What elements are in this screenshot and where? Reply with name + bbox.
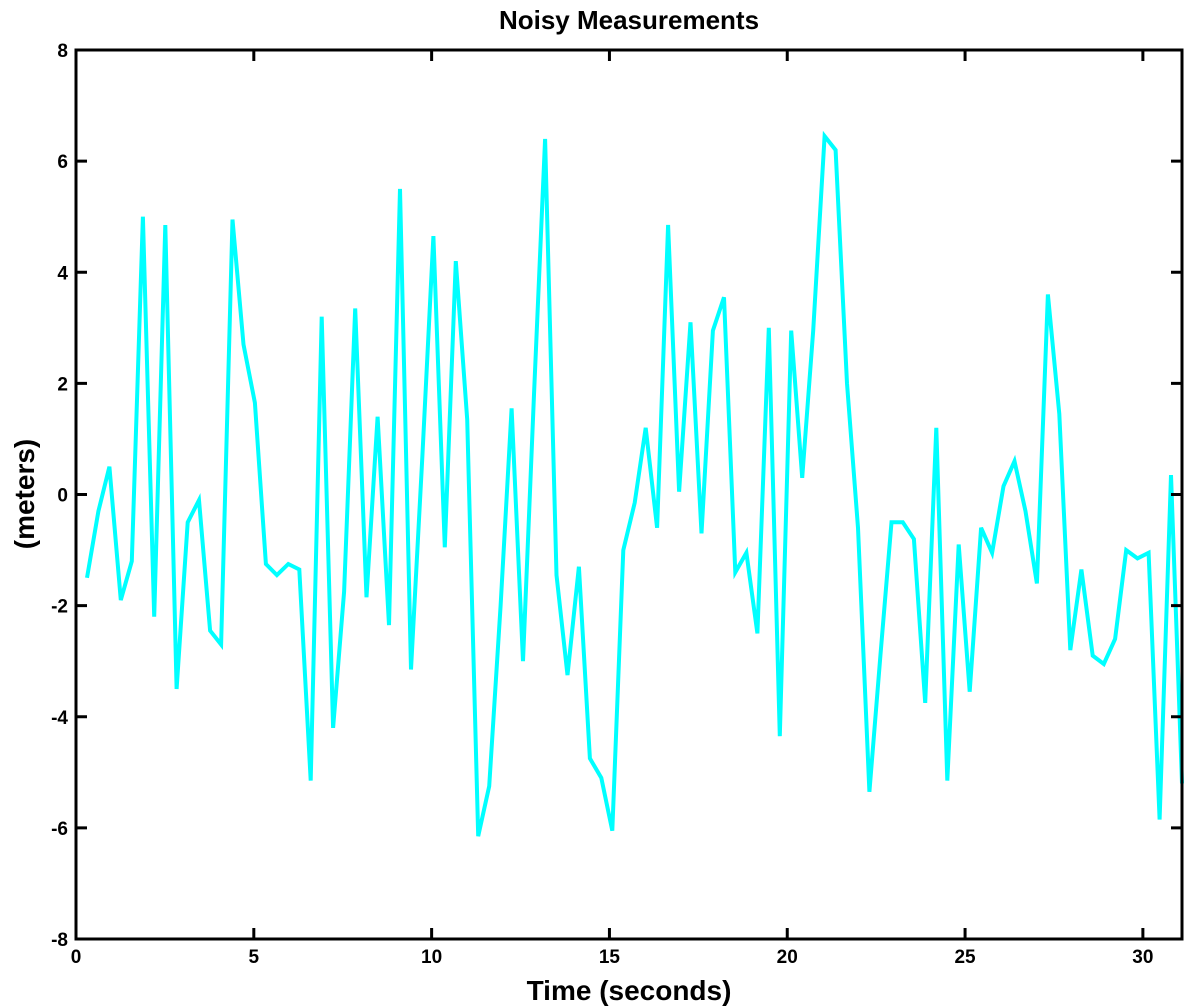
- series-line: [85, 130, 1184, 837]
- x-tick-label: 20: [777, 947, 798, 968]
- x-axis-label: Time (seconds): [527, 975, 732, 1006]
- series-layer: [85, 130, 1184, 837]
- y-tick-label: 6: [57, 152, 68, 173]
- y-tick-label: -4: [51, 708, 68, 729]
- y-axis-label: (meters): [9, 439, 40, 549]
- y-tick-label: -8: [51, 930, 68, 951]
- x-tick-label: 0: [71, 947, 82, 968]
- y-tick-label: 8: [57, 41, 68, 62]
- y-tick-label: 0: [57, 486, 68, 507]
- x-tick-label: 15: [599, 947, 621, 968]
- y-tick-label: -2: [51, 597, 68, 618]
- x-tick-label: 25: [954, 947, 976, 968]
- x-tick-label: 10: [421, 947, 442, 968]
- chart-title: Noisy Measurements: [499, 5, 759, 35]
- x-tick-label: 5: [249, 947, 260, 968]
- x-tick-label: 30: [1132, 947, 1153, 968]
- plot-frame: [74, 48, 1184, 941]
- y-tick-label: 4: [57, 263, 68, 284]
- y-tick-label: 2: [57, 374, 68, 395]
- y-tick-label: -6: [51, 819, 68, 840]
- ticks-layer: 0 5 10 15 20 25 30 -8 -6 -4 -2 0 2 4 6 8: [51, 41, 1182, 968]
